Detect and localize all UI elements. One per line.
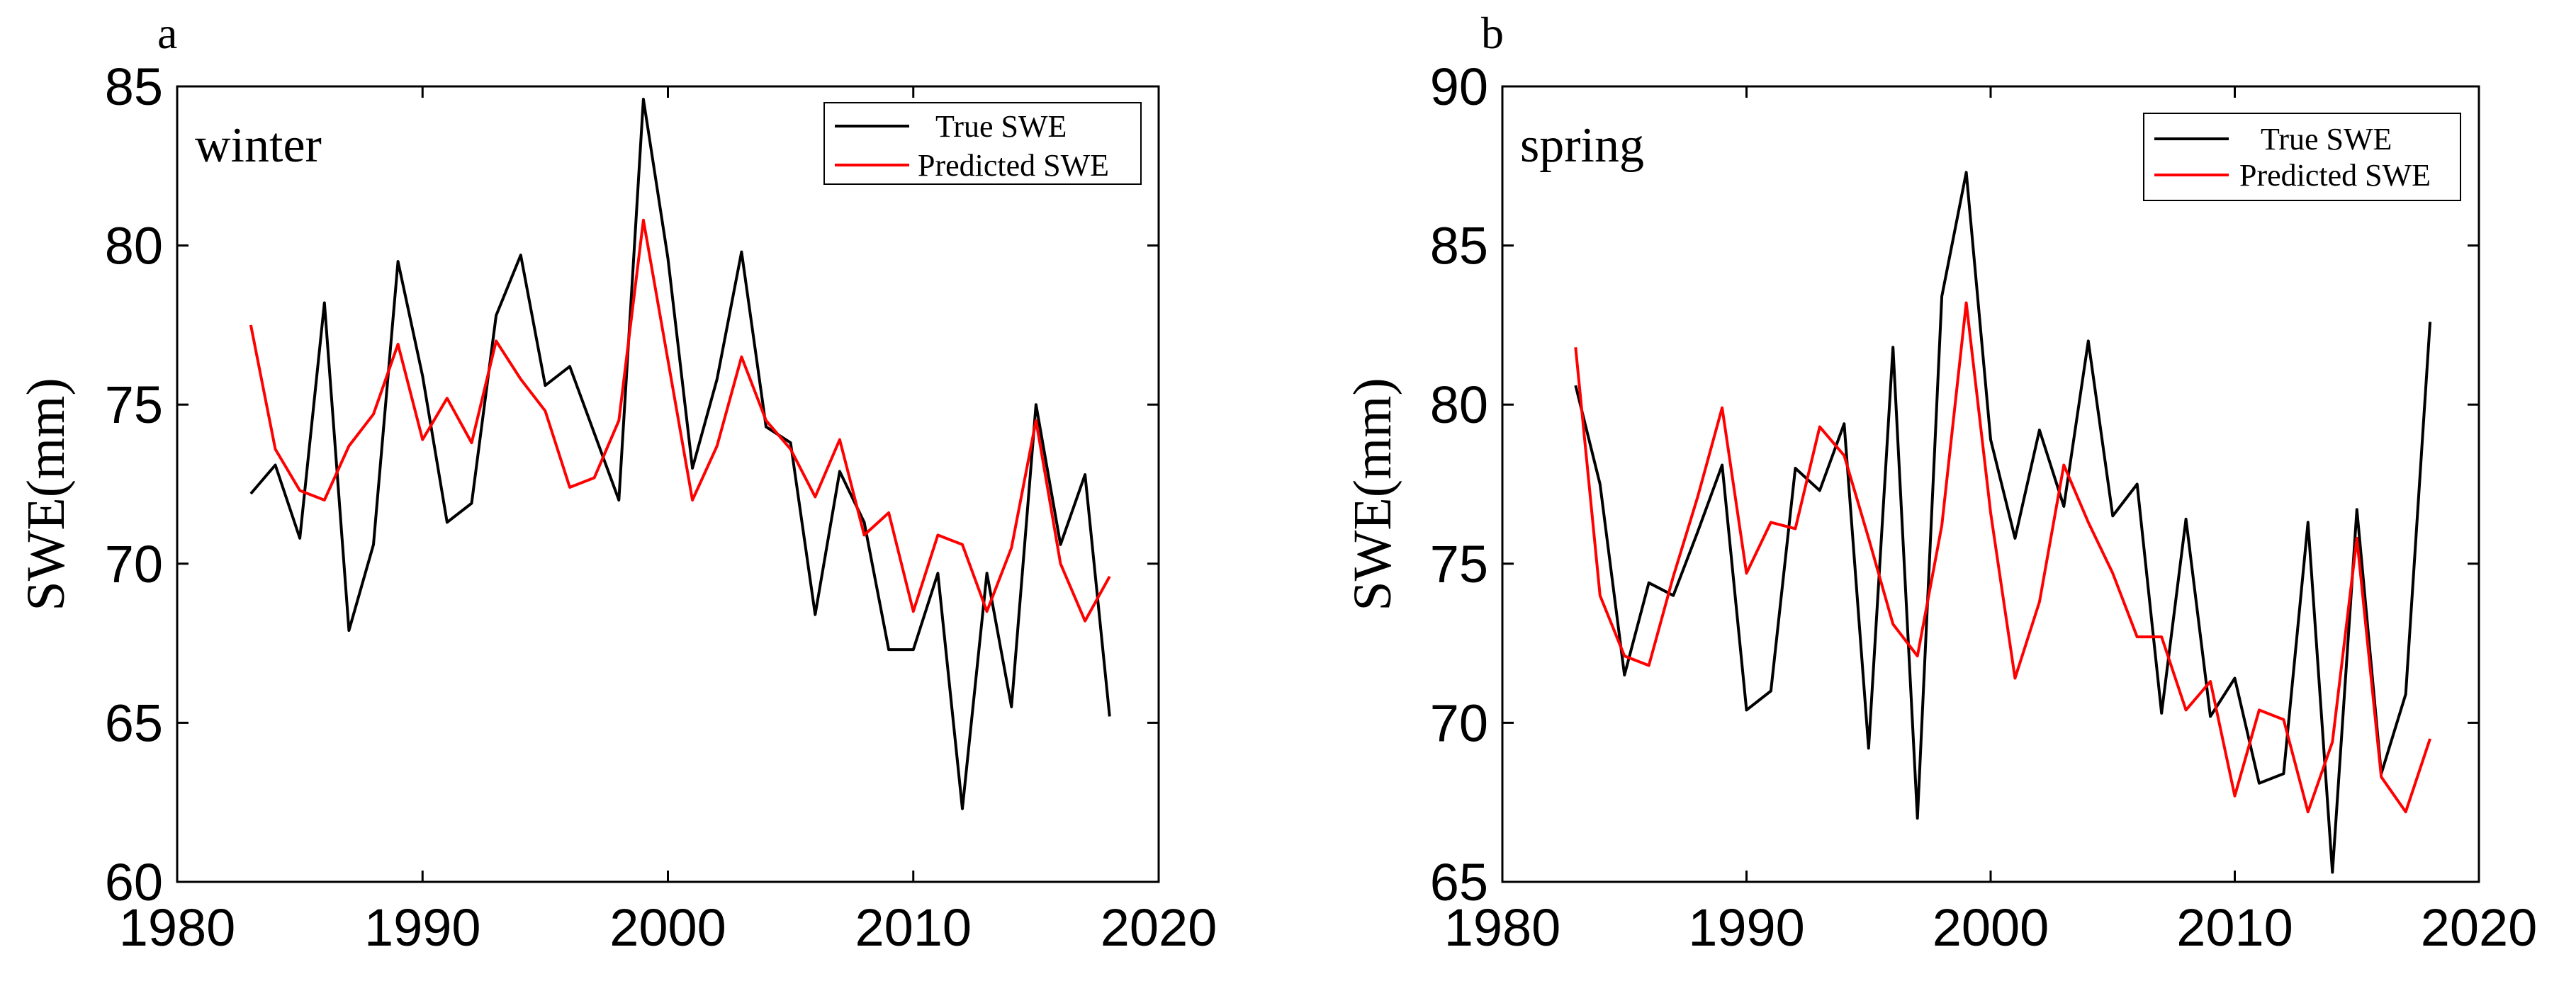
- annotation-spring: spring: [1520, 118, 1644, 173]
- panel-label-b: b: [1481, 8, 1504, 58]
- annotation-winter: winter: [195, 118, 322, 173]
- legend-entry-true-b: True SWE: [2261, 122, 2392, 157]
- y-tick-label-b-90: 90: [1430, 57, 1488, 116]
- x-tick-label-a-1980: 1980: [119, 898, 236, 957]
- y-tick-label-a-65: 65: [105, 693, 163, 752]
- plot-frame-a: [176, 85, 1160, 883]
- ticks-a: 60 65 70 75 80 85 1980 1990 2000 2010 2020: [105, 57, 1217, 957]
- y-tick-label-b-85: 85: [1430, 217, 1488, 276]
- y-tick-label-b-75: 75: [1430, 535, 1488, 594]
- legend-box-b: [2143, 113, 2461, 201]
- x-tick-label-b-1990: 1990: [1688, 898, 1805, 957]
- series-line-b-true-swe: [1574, 171, 2432, 874]
- y-tick-label-a-85: 85: [105, 57, 163, 116]
- y-tick-label-b-80: 80: [1430, 375, 1488, 434]
- y-tick-label-a-60: 60: [105, 853, 163, 912]
- x-tick-label-a-2020: 2020: [1101, 898, 1217, 957]
- series-layer-b: [1574, 171, 2432, 874]
- panel-a: a winter SWE(mm) 60 65 70 75 80 85 1980 1990 200…: [16, 8, 1217, 957]
- legend-entry-pred-b: Predicted SWE: [2239, 158, 2431, 193]
- y-tick-label-a-70: 70: [105, 535, 163, 594]
- series-layer-a: [249, 98, 1111, 810]
- ticks-b: 65 70 75 80 85 90 1980 1990 2000 2010 2020: [1430, 57, 2538, 957]
- legend-box-a: [823, 102, 1142, 185]
- series-line-a-true-swe: [249, 98, 1111, 810]
- legend-entry-true-a: True SWE: [935, 109, 1067, 144]
- y-axis-label-b: SWE(mm): [1343, 378, 1402, 611]
- x-tick-label-a-1990: 1990: [364, 898, 481, 957]
- plot-frame-b: [1501, 85, 2480, 883]
- y-tick-label-b-65: 65: [1430, 853, 1488, 912]
- x-tick-label-a-2010: 2010: [855, 898, 972, 957]
- panel-label-a: a: [157, 8, 177, 58]
- x-tick-label-b-2020: 2020: [2421, 898, 2538, 957]
- legend-b: True SWE Predicted SWE: [2143, 113, 2461, 201]
- y-tick-label-b-70: 70: [1430, 693, 1488, 752]
- panel-b: b spring SWE(mm) 65 70 75 80 85 90 1980 1990 200…: [1343, 8, 2537, 957]
- legend-a: True SWE Predicted SWE: [823, 102, 1142, 185]
- y-tick-label-a-75: 75: [105, 375, 163, 434]
- series-line-a-predicted-swe: [249, 218, 1111, 623]
- x-tick-label-b-2000: 2000: [1933, 898, 2049, 957]
- y-tick-label-a-80: 80: [105, 217, 163, 276]
- y-axis-label-a: SWE(mm): [16, 378, 76, 611]
- legend-entry-pred-a: Predicted SWE: [918, 148, 1109, 183]
- x-tick-label-a-2000: 2000: [609, 898, 726, 957]
- x-tick-label-b-2010: 2010: [2176, 898, 2293, 957]
- series-line-b-predicted-swe: [1574, 301, 2431, 814]
- x-tick-label-b-1980: 1980: [1444, 898, 1561, 957]
